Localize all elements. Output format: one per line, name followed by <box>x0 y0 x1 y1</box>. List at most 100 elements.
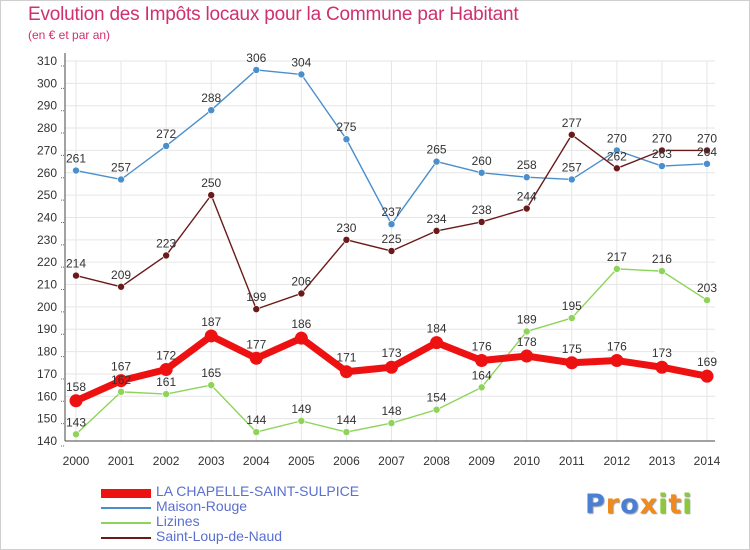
data-label: 175 <box>562 342 582 356</box>
legend-item-maison-rouge: Maison-Rouge <box>101 498 421 515</box>
data-point <box>567 175 576 184</box>
data-point <box>700 369 714 383</box>
logo-letter: r <box>605 489 621 520</box>
axis-layer: 140 150 160 170 180 190 200 210 220 230 240 250 260 2… <box>37 53 721 468</box>
data-label: 258 <box>517 158 537 172</box>
logo-letter: i <box>658 489 669 520</box>
data-label: 264 <box>697 145 717 159</box>
data-label: 162 <box>111 373 131 387</box>
x-tick-label: 2007 <box>378 454 405 468</box>
data-point <box>477 218 486 226</box>
data-label: 270 <box>697 131 717 145</box>
data-label: 288 <box>201 91 221 105</box>
data-point <box>703 146 711 155</box>
data-label: 199 <box>246 290 266 304</box>
series-maison-rouge <box>72 66 711 228</box>
logo-letter: x <box>639 489 659 520</box>
data-point <box>610 354 624 368</box>
data-point <box>159 362 173 376</box>
data-point <box>432 405 441 414</box>
data-label: 172 <box>156 348 176 362</box>
logo-letter: i <box>682 489 693 520</box>
x-tick-label: 2000 <box>63 454 90 468</box>
data-label: 257 <box>111 160 131 174</box>
y-tick-label: 180 <box>37 345 57 359</box>
data-point <box>522 173 531 182</box>
data-label: 173 <box>652 346 672 360</box>
data-label: 272 <box>156 127 176 141</box>
x-tick-label: 2010 <box>513 454 540 468</box>
logo-letter: P <box>585 489 606 520</box>
y-tick-label: 240 <box>37 210 57 224</box>
legend-label: Maison-Rouge <box>156 498 248 514</box>
data-point <box>162 251 170 260</box>
data-label: 244 <box>517 190 537 204</box>
data-label: 304 <box>291 55 311 69</box>
data-point <box>207 191 216 199</box>
data-point <box>567 314 576 322</box>
y-tick-label: 140 <box>37 434 57 448</box>
data-point <box>613 164 621 173</box>
data-label: 186 <box>291 317 311 331</box>
data-label: 306 <box>246 51 266 65</box>
data-point <box>294 331 308 345</box>
data-label: 177 <box>246 337 266 351</box>
series-la-chapelle-saint-sulpice <box>69 329 714 408</box>
data-point <box>72 430 80 439</box>
data-point <box>207 381 216 389</box>
data-label: 209 <box>111 268 131 282</box>
x-tick-label: 2008 <box>423 454 450 468</box>
data-point <box>297 417 306 425</box>
x-tick-label: 2011 <box>559 454 585 468</box>
data-label: 250 <box>201 176 221 190</box>
legend-swatch <box>101 537 151 539</box>
data-label: 178 <box>517 335 537 349</box>
data-label: 275 <box>336 120 356 134</box>
x-tick-label: 2006 <box>333 454 360 468</box>
data-label: 262 <box>607 149 627 163</box>
data-label: 187 <box>201 315 221 329</box>
data-point <box>658 146 666 155</box>
data-label: 184 <box>427 322 447 336</box>
y-tick-label: 270 <box>37 143 57 157</box>
data-label: 189 <box>517 312 537 326</box>
data-point <box>520 349 534 363</box>
y-tick-label: 160 <box>37 389 57 403</box>
data-label: 203 <box>697 281 717 295</box>
legend-label: Saint-Loup-de-Naud <box>156 528 283 544</box>
data-point <box>117 388 125 396</box>
data-point <box>117 282 125 291</box>
data-point <box>204 329 218 343</box>
data-label: 161 <box>156 375 176 389</box>
y-tick-label: 210 <box>37 278 57 292</box>
y-tick-label: 230 <box>37 233 57 247</box>
data-point <box>339 365 353 379</box>
data-label: 176 <box>607 340 627 354</box>
legend-label: LA CHAPELLE-SAINT-SULPICE <box>156 483 360 499</box>
data-label: 171 <box>336 351 356 365</box>
line-chart: 140 150 160 170 180 190 200 210 220 230 240 250 260 2… <box>37 51 721 468</box>
data-label: 176 <box>472 340 492 354</box>
logo-letter: t <box>668 489 683 520</box>
data-point <box>475 354 489 368</box>
data-point <box>432 157 441 166</box>
y-tick-label: 300 <box>37 76 57 90</box>
data-label: 165 <box>201 366 221 380</box>
data-point <box>387 419 396 427</box>
data-label: 144 <box>336 413 356 427</box>
y-tick-label: 190 <box>37 322 57 336</box>
data-label: 238 <box>472 203 492 217</box>
data-point <box>430 336 444 350</box>
data-point <box>249 351 263 365</box>
data-label: 158 <box>66 380 86 394</box>
legend-item-saint-loup-de-naud: Saint-Loup-de-Naud <box>101 528 421 545</box>
y-tick-label: 200 <box>37 300 57 314</box>
data-point <box>432 227 441 235</box>
legend-swatch <box>101 488 151 498</box>
data-point <box>342 135 351 144</box>
data-label: 148 <box>381 404 401 418</box>
series-layer <box>69 66 714 439</box>
data-point <box>114 374 128 388</box>
data-label: 144 <box>246 413 266 427</box>
